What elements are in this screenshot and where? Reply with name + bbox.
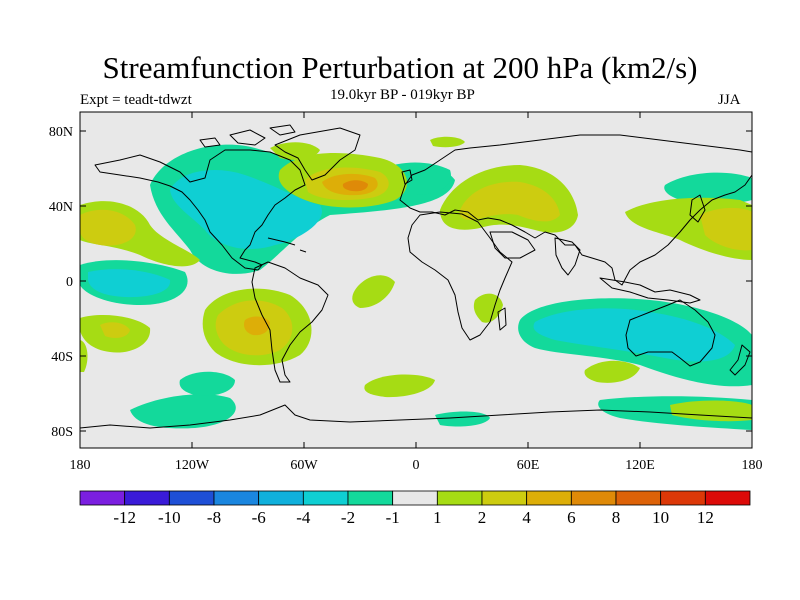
lon-label: 60E (517, 458, 540, 473)
colorbar-label: -6 (252, 508, 266, 527)
colorbar-label: 4 (522, 508, 531, 527)
period-label: 19.0kyr BP - 019kyr BP (330, 87, 475, 103)
chart-title: Streamfunction Perturbation at 200 hPa (… (102, 50, 698, 85)
longitude-labels: 180 120W 60W 0 60E 120E 180 (70, 458, 763, 473)
lat-label: 80N (49, 125, 73, 140)
colorbar-swatch (258, 490, 304, 506)
coastline-eurasia (399, 134, 752, 286)
coastline-south-america (251, 261, 329, 383)
anomaly-region-north-america-core (170, 170, 322, 250)
coastlines (80, 124, 752, 429)
colorbar-label: 6 (567, 508, 576, 527)
coastline-japan (689, 194, 706, 223)
lon-label: 0 (413, 458, 420, 473)
anomaly-field (80, 136, 752, 430)
colorbar-swatch (704, 490, 751, 506)
colorbar-swatch (660, 490, 706, 506)
anomaly-region-australia-core (533, 308, 735, 362)
colorbar-swatch (168, 490, 215, 506)
colorbar-swatch (213, 490, 260, 506)
colorbar-swatch (392, 490, 438, 506)
experiment-label: Expt = teadt-tdwzt (80, 92, 192, 108)
latitude-labels: 80N 40N 0 40S 80S (49, 125, 73, 440)
anomaly-region-africa-positive (473, 293, 503, 323)
lat-label: 0 (66, 275, 73, 290)
coastline-africa (407, 211, 513, 341)
anomaly-region-east-pacific-core (88, 269, 171, 298)
colorbar-swatch (615, 490, 662, 506)
anomaly-region-antarctic-positive (670, 400, 752, 422)
colorbar-label: 10 (652, 508, 669, 527)
coastline-australia (625, 299, 716, 367)
lat-label: 40S (51, 350, 73, 365)
season-label: JJA (718, 92, 741, 108)
coastline-north-america (94, 149, 306, 271)
colorbar-label: 1 (433, 508, 442, 527)
coastline-maritime-continent (599, 277, 701, 304)
coastline-india (554, 237, 581, 276)
coastline-british-isles (401, 169, 413, 185)
lon-label: 120W (175, 458, 210, 473)
lat-label: 80S (51, 425, 73, 440)
anomaly-region-east-asia-mid (700, 207, 752, 251)
colorbar-swatch (302, 490, 349, 506)
anomaly-region-south-atlantic-positive (364, 374, 435, 398)
colorbar-label: 2 (478, 508, 487, 527)
coastline-antarctica (80, 404, 752, 429)
anomaly-region-south-america-max (243, 316, 270, 336)
colorbar-label: 8 (612, 508, 621, 527)
anomaly-region-indian-ocean-positive (584, 360, 640, 383)
coastline-arabia (489, 231, 536, 259)
colorbar-label: -4 (296, 508, 311, 527)
coastline-arctic-islands (199, 124, 296, 148)
anomaly-region-southeast-pacific-negative (179, 371, 235, 396)
axis-ticks (80, 112, 752, 448)
colorbar-swatch (124, 490, 170, 506)
lon-label: 180 (70, 458, 91, 473)
colorbar-labels: -12 -10 -8 -6 -4 -2 -1 1 2 4 6 8 10 12 (113, 508, 714, 527)
anomaly-region-east-pacific-positive-core (80, 209, 136, 246)
anomaly-region-south-pacific-negative (130, 394, 236, 429)
anomaly-region-west-pacific-negative (664, 172, 752, 204)
colorbar-swatch (436, 490, 483, 506)
colorbar-label: -1 (386, 508, 400, 527)
coastline-madagascar (497, 307, 507, 331)
colorbar-swatch (570, 490, 617, 506)
anomaly-region-south-atlantic-negative (435, 411, 490, 427)
colorbar-swatch (526, 490, 572, 506)
colorbar-swatch (481, 490, 528, 506)
lon-label: 180 (742, 458, 763, 473)
anomaly-region-arctic-positive (430, 136, 465, 148)
anomaly-region-eurasia-mid (459, 181, 560, 222)
colorbar-swatch (347, 490, 394, 506)
colorbar (79, 490, 751, 506)
colorbar-label: -8 (207, 508, 221, 527)
colorbar-swatch (79, 490, 126, 506)
coastline-greenland (274, 127, 361, 181)
colorbar-label: -12 (113, 508, 136, 527)
coastline-new-zealand (729, 344, 751, 376)
lat-label: 40N (49, 200, 73, 215)
anomaly-region-north-atlantic-max (342, 180, 368, 192)
anomaly-region-west-atlantic-positive (352, 275, 395, 308)
colorbar-label: -2 (341, 508, 355, 527)
lon-label: 60W (290, 458, 318, 473)
colorbar-label: -10 (158, 508, 181, 527)
coastline-caribbean (267, 237, 307, 253)
anomaly-region-south-pacific-mid (100, 322, 130, 338)
anomaly-region-greenland-positive (270, 142, 320, 160)
colorbar-label: 12 (697, 508, 714, 527)
lon-label: 120E (625, 458, 655, 473)
